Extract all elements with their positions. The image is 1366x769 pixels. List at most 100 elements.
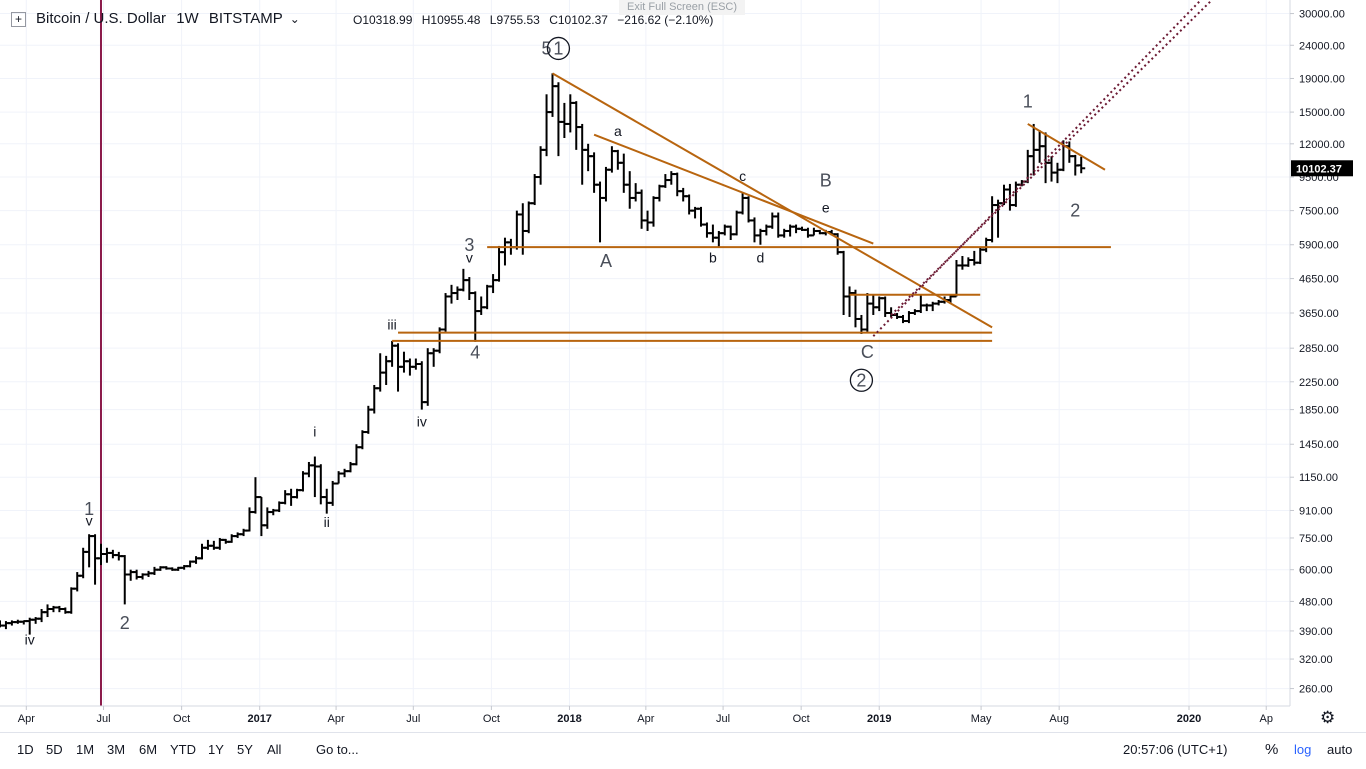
y-tick-label: 2250.00 [1299,377,1339,389]
ohlc-bar [91,534,100,585]
range-1d-button[interactable]: 1D [17,742,34,757]
wave-label: iv [25,631,35,647]
y-tick-label: 12000.00 [1299,139,1345,151]
wave-label: 4 [470,343,480,363]
ohlc-bar [530,174,539,206]
gear-icon[interactable]: ⚙ [1320,708,1336,727]
ohlc-bar [489,274,498,294]
ohlc-bar [679,187,688,202]
wave-label: 2 [1070,200,1080,220]
y-tick-label: 390.00 [1299,626,1333,638]
ohlc-bar [192,556,201,564]
x-tick-label: 2018 [557,713,581,725]
wave-label: iv [417,414,427,430]
ohlc-bar [102,547,111,563]
range-1y-button[interactable]: 1Y [208,742,224,757]
ohlc-bar [578,123,587,185]
ohlc-bar [197,543,206,560]
wave-label: e [822,200,830,216]
x-tick-label: Ap [1260,713,1273,725]
high-value: H10955.48 [421,13,481,27]
expand-legend-icon[interactable]: + [11,12,26,27]
y-tick-label: 3650.00 [1299,308,1339,320]
y-tick-label: 4650.00 [1299,274,1339,286]
ohlc-bar [584,143,593,172]
ohlc-bar [37,609,46,623]
open-value: O10318.99 [353,13,413,27]
chart-grid [0,0,1290,706]
ohlc-bar [637,189,646,229]
wave-label: 1 [1023,91,1033,111]
goto-button[interactable]: Go to... [316,742,359,757]
channel-line [872,0,1202,337]
log-scale-toggle[interactable]: log [1294,742,1312,757]
wave-label: i [313,424,316,440]
ohlc-bar [257,496,266,537]
ohlc-bar [774,212,783,238]
ohlc-bar [322,488,331,514]
ohlc-values: O10318.99 H10955.48 L9755.53 C10102.37 −… [353,13,719,27]
y-tick-label: 320.00 [1299,654,1333,666]
x-tick-label: Jul [406,713,420,725]
range-3m-button[interactable]: 3M [107,742,126,757]
axes: 260.00 320.00 390.00 480.00 600.00 750.00 910.… [0,0,1353,725]
ohlc-bar [524,201,533,234]
ohlc-bar [726,225,735,240]
auto-scale-toggle[interactable]: auto [1327,742,1353,757]
wave-label: 2 [856,370,866,390]
interval: 1W [176,10,199,27]
ohlc-bar [869,294,878,315]
ohlc-bar [750,217,759,243]
range-6m-button[interactable]: 6M [139,742,158,757]
ohlc-bar [465,277,474,300]
x-tick-label: Apr [18,713,35,725]
ohlc-bar [673,172,682,197]
ohlc-bar [1041,132,1050,184]
wave-label: 3 [464,235,474,255]
percent-scale-toggle[interactable]: % [1265,741,1279,758]
change-value: −216.62 (−2.10%) [617,13,714,27]
ohlc-bar [536,146,545,185]
ohlc-bar [619,153,628,193]
ohlc-bar [340,468,349,478]
y-tick-label: 24000.00 [1299,40,1345,52]
ohlc-bar [744,196,753,223]
ohlc-bar [132,569,141,580]
wave-label: C [861,342,874,362]
close-value: C10102.37 [549,13,608,27]
range-ytd-button[interactable]: YTD [170,742,196,757]
ohlc-bar [649,196,658,227]
wave-label: b [709,250,717,266]
wave-label: c [739,168,746,184]
range-5d-button[interactable]: 5D [46,742,63,757]
ohlc-bar [857,314,866,334]
range-1m-button[interactable]: 1M [76,742,95,757]
chart-header: + Bitcoin / U.S. Dollar 1W BITSTAMP ⌄ O1… [0,0,1290,38]
ohlc-bar [916,294,925,314]
range-5y-button[interactable]: 5Y [237,742,253,757]
wave-label: iii [387,317,396,333]
y-tick-label: 15000.00 [1299,107,1345,119]
ohlc-bar [845,286,854,317]
ohlc-bar [251,477,260,514]
chevron-down-icon[interactable]: ⌄ [289,12,300,26]
range-all-button[interactable]: All [267,742,282,757]
ohlc-bar [863,293,872,332]
trend-line [1027,123,1106,171]
exit-fullscreen-tooltip[interactable]: Exit Full Screen (ESC) [619,0,745,15]
ohlc-bar [738,192,747,215]
ohlc-bar [994,199,1003,238]
low-value: L9755.53 [489,13,540,27]
ohlc-bar [471,291,480,342]
wave-label: d [757,250,765,266]
ohlc-bar [542,94,551,157]
symbol-title[interactable]: Bitcoin / U.S. Dollar 1W BITSTAMP ⌄ [36,10,300,27]
wave-label: 1 [553,38,563,58]
ohlc-bar [423,348,432,406]
ohlc-bar [150,566,159,575]
x-tick-label: Aug [1049,713,1069,725]
ohlc-bar [732,210,741,236]
ohlc-bar [768,212,777,229]
ohlc-bar [702,222,711,238]
